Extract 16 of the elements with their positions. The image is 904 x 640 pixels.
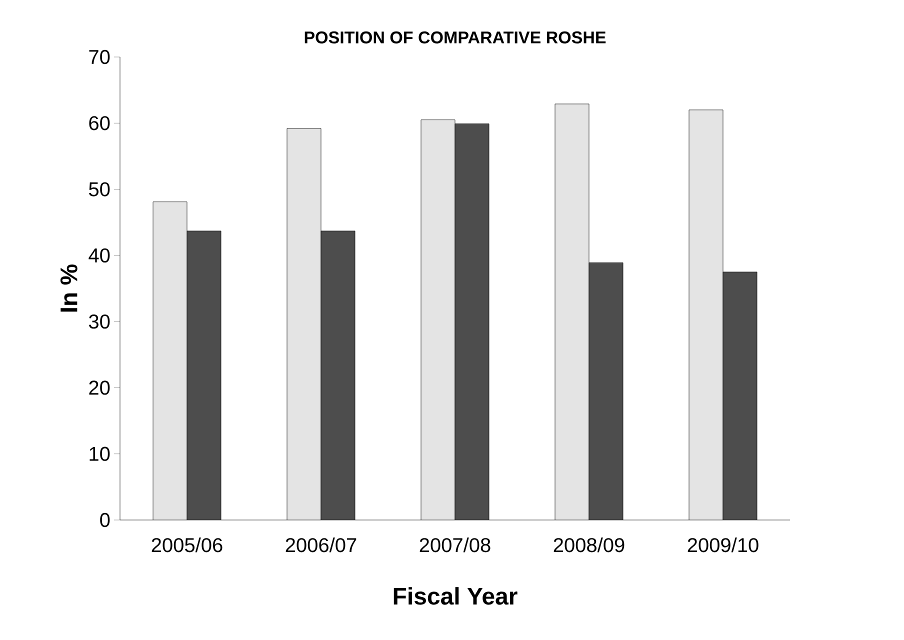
chart-title: POSITION OF COMPARATIVE ROSHE [304,31,606,44]
y-tick-label: 60 [89,116,110,130]
y-tick-label: 20 [89,380,110,395]
y-axis-title: In % [60,264,78,312]
y-tick-label: 50 [89,182,110,196]
x-tick-label: 2009/10 [688,538,758,552]
y-tick-label: 0 [100,512,110,528]
x-tick-label: 2006/07 [286,538,356,552]
y-tick-label: 10 [90,446,110,461]
x-axis-title: Fiscal Year [394,587,518,605]
x-tick-label: 2007/08 [420,538,490,552]
x-tick-label: 2008/09 [554,538,624,552]
y-tick-label: 40 [88,248,110,262]
y-tick-label: 70 [89,50,110,64]
y-tick-label: 30 [88,314,110,329]
x-tick-label: 2005/06 [152,538,222,552]
